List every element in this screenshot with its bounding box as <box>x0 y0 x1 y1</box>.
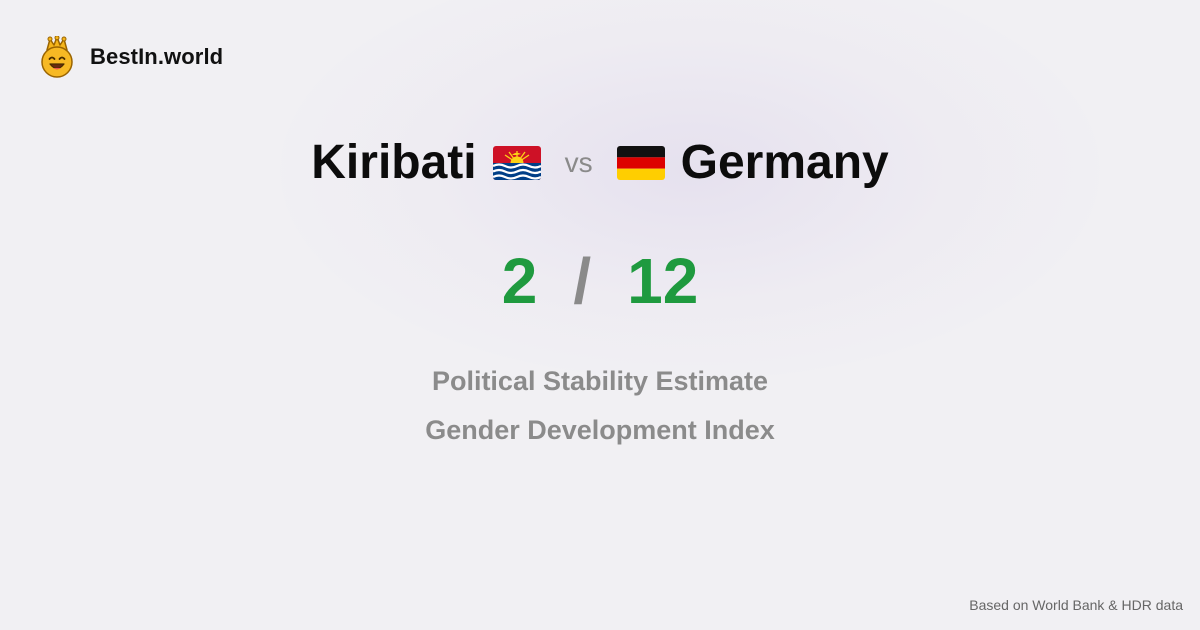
score-row: 2 / 12 <box>0 243 1200 319</box>
left-country-name[interactable]: Kiribati <box>311 136 477 189</box>
comparison-title: Kiribati vs Germany <box>0 133 1200 193</box>
crown-smiley-icon <box>41 36 73 78</box>
metric-label: Political Stability Estimate <box>431 366 769 396</box>
data-source-note: Based on World Bank & HDR data <box>969 597 1183 613</box>
germany-flag-icon <box>616 146 665 180</box>
brand-logo-link[interactable]: BestIn.world <box>38 36 223 78</box>
right-score: 12 <box>627 245 699 317</box>
score-separator: / <box>573 245 592 317</box>
metric-label: Gender Development Index <box>425 415 775 445</box>
kiribati-flag-icon <box>492 146 541 180</box>
brand-name: BestIn.world <box>90 44 224 69</box>
vs-label: vs <box>564 147 593 178</box>
left-score: 2 <box>501 245 538 317</box>
background-glow <box>280 0 1100 380</box>
right-country-name[interactable]: Germany <box>680 136 889 189</box>
